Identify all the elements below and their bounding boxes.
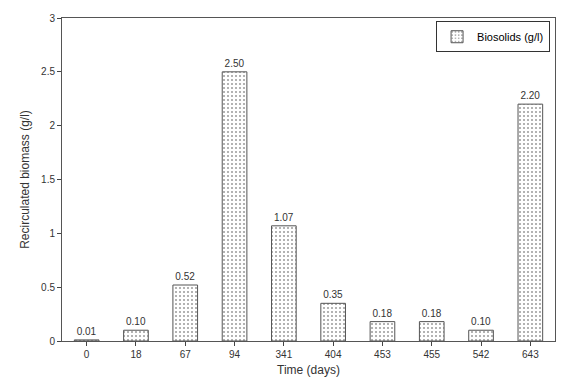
svg-text:Time (days): Time (days) (277, 363, 340, 377)
svg-text:643: 643 (522, 349, 539, 360)
svg-text:0.10: 0.10 (471, 316, 491, 327)
svg-text:0.5: 0.5 (41, 282, 55, 293)
svg-text:453: 453 (374, 349, 391, 360)
svg-text:Biosolids (g/l): Biosolids (g/l) (477, 31, 543, 43)
svg-text:2.5: 2.5 (41, 66, 55, 77)
svg-text:341: 341 (276, 349, 293, 360)
svg-text:2: 2 (49, 120, 55, 131)
svg-text:1: 1 (49, 228, 55, 239)
svg-text:0.35: 0.35 (323, 289, 343, 300)
svg-text:404: 404 (325, 349, 342, 360)
svg-text:0.01: 0.01 (77, 326, 97, 337)
svg-text:455: 455 (423, 349, 440, 360)
svg-text:3: 3 (49, 13, 55, 24)
svg-text:1.5: 1.5 (41, 174, 55, 185)
svg-text:0.10: 0.10 (126, 316, 146, 327)
svg-text:94: 94 (229, 349, 241, 360)
svg-text:67: 67 (180, 349, 192, 360)
svg-text:18: 18 (130, 349, 142, 360)
svg-text:0.18: 0.18 (372, 308, 392, 319)
svg-text:Recirculated biomass (g/l): Recirculated biomass (g/l) (18, 110, 32, 249)
svg-text:0: 0 (84, 349, 90, 360)
svg-text:1.07: 1.07 (274, 212, 294, 223)
svg-text:2.50: 2.50 (225, 58, 245, 69)
svg-text:542: 542 (473, 349, 490, 360)
svg-text:0: 0 (49, 336, 55, 347)
svg-text:0.18: 0.18 (422, 308, 442, 319)
svg-text:0.52: 0.52 (175, 271, 195, 282)
svg-text:2.20: 2.20 (520, 90, 540, 101)
